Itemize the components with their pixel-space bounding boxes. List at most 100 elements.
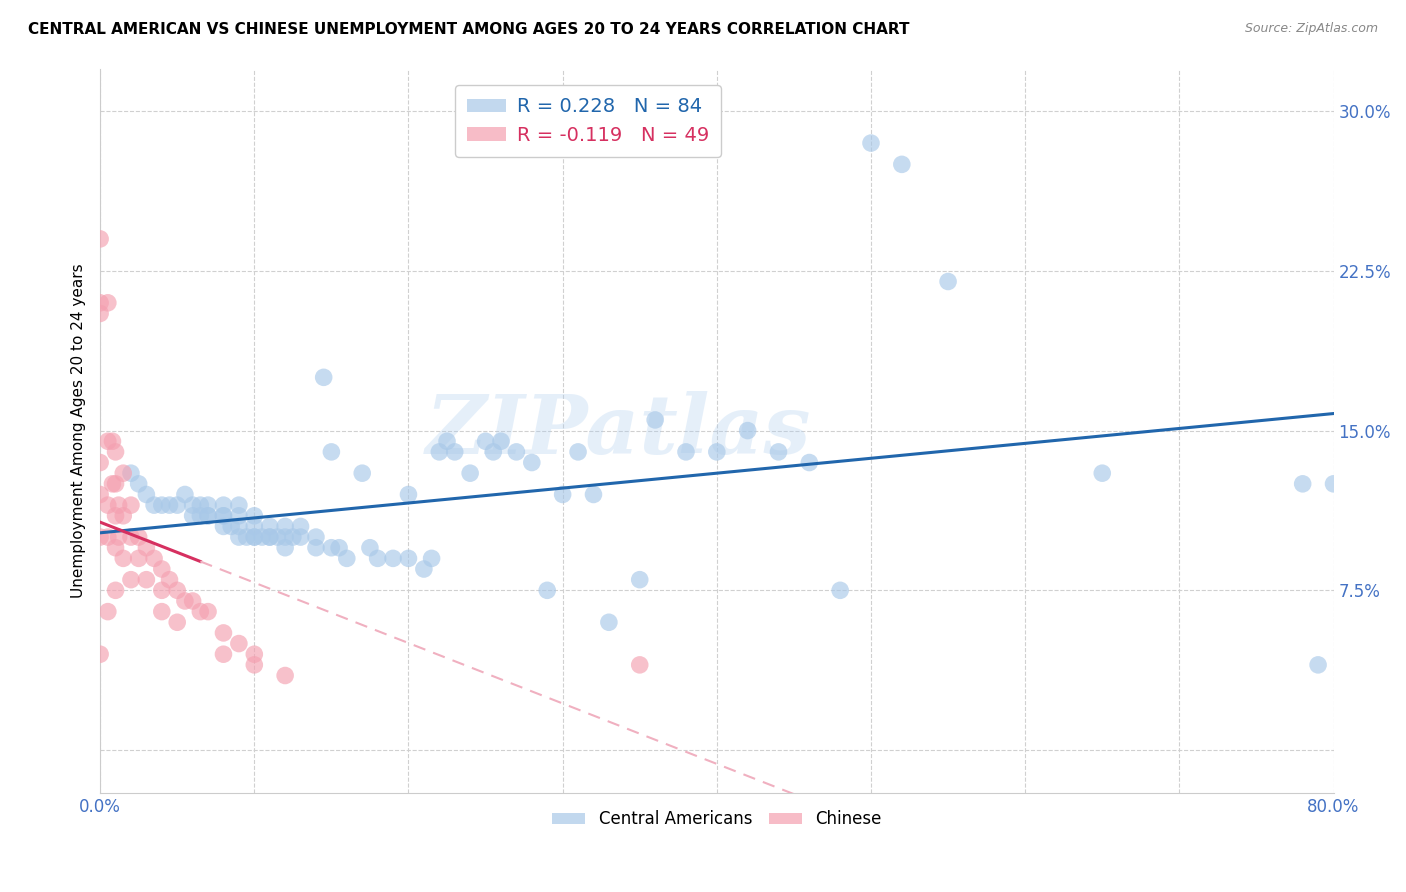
Point: [89, 232, 111, 246]
Point: [89, 647, 111, 661]
Text: CENTRAL AMERICAN VS CHINESE UNEMPLOYMENT AMONG AGES 20 TO 24 YEARS CORRELATION C: CENTRAL AMERICAN VS CHINESE UNEMPLOYMENT…: [28, 22, 910, 37]
Point: [181, 508, 204, 523]
Point: [128, 476, 150, 491]
Point: [89, 456, 111, 470]
Point: [101, 476, 124, 491]
Point: [212, 647, 235, 661]
Point: [197, 605, 219, 619]
Point: [243, 647, 266, 661]
Point: [181, 498, 204, 512]
Point: [1292, 476, 1315, 491]
Point: [150, 583, 173, 598]
Point: [135, 487, 157, 501]
Point: [536, 583, 558, 598]
Text: ZIPatlas: ZIPatlas: [426, 391, 811, 471]
Point: [112, 551, 135, 566]
Point: [97, 498, 120, 512]
Point: [737, 424, 759, 438]
Point: [235, 530, 257, 544]
Point: [143, 551, 166, 566]
Point: [398, 551, 420, 566]
Point: [89, 295, 111, 310]
Point: [166, 498, 188, 512]
Point: [1322, 476, 1344, 491]
Point: [104, 508, 127, 523]
Point: [250, 530, 273, 544]
Point: [427, 445, 450, 459]
Point: [228, 530, 250, 544]
Point: [420, 551, 443, 566]
Point: [174, 594, 197, 608]
Point: [159, 573, 181, 587]
Point: [228, 636, 250, 650]
Point: [104, 583, 127, 598]
Point: [181, 594, 204, 608]
Point: [352, 466, 374, 480]
Point: [567, 445, 589, 459]
Point: [799, 456, 821, 470]
Point: [212, 519, 235, 533]
Point: [212, 508, 235, 523]
Point: [212, 626, 235, 640]
Point: [89, 530, 111, 544]
Point: [367, 551, 389, 566]
Point: [219, 519, 242, 533]
Point: [97, 605, 120, 619]
Point: [243, 508, 266, 523]
Point: [259, 530, 281, 544]
Point: [166, 583, 188, 598]
Point: [243, 530, 266, 544]
Point: [107, 530, 129, 544]
Point: [97, 295, 120, 310]
Point: [1306, 657, 1329, 672]
Point: [120, 573, 142, 587]
Point: [274, 668, 297, 682]
Point: [412, 562, 434, 576]
Point: [104, 445, 127, 459]
Point: [197, 508, 219, 523]
Point: [382, 551, 405, 566]
Text: Source: ZipAtlas.com: Source: ZipAtlas.com: [1244, 22, 1378, 36]
Legend: Central Americans, Chinese: Central Americans, Chinese: [546, 804, 889, 835]
Point: [520, 456, 543, 470]
Point: [128, 551, 150, 566]
Point: [290, 519, 312, 533]
Point: [706, 445, 728, 459]
Point: [274, 519, 297, 533]
Point: [174, 487, 197, 501]
Point: [551, 487, 574, 501]
Point: [436, 434, 458, 449]
Point: [107, 498, 129, 512]
Point: [112, 508, 135, 523]
Point: [188, 605, 211, 619]
Point: [228, 508, 250, 523]
Point: [212, 508, 235, 523]
Point: [644, 413, 666, 427]
Point: [243, 657, 266, 672]
Point: [321, 541, 343, 555]
Point: [97, 434, 120, 449]
Point: [159, 498, 181, 512]
Point: [259, 519, 281, 533]
Point: [830, 583, 852, 598]
Point: [128, 530, 150, 544]
Point: [398, 487, 420, 501]
Point: [188, 498, 211, 512]
Point: [228, 498, 250, 512]
Point: [166, 615, 188, 630]
Point: [274, 530, 297, 544]
Point: [259, 530, 281, 544]
Point: [212, 498, 235, 512]
Point: [328, 541, 350, 555]
Point: [228, 519, 250, 533]
Point: [359, 541, 381, 555]
Point: [598, 615, 620, 630]
Point: [474, 434, 496, 449]
Point: [150, 498, 173, 512]
Point: [104, 541, 127, 555]
Point: [443, 445, 465, 459]
Point: [243, 519, 266, 533]
Point: [628, 657, 651, 672]
Point: [274, 541, 297, 555]
Point: [458, 466, 481, 480]
